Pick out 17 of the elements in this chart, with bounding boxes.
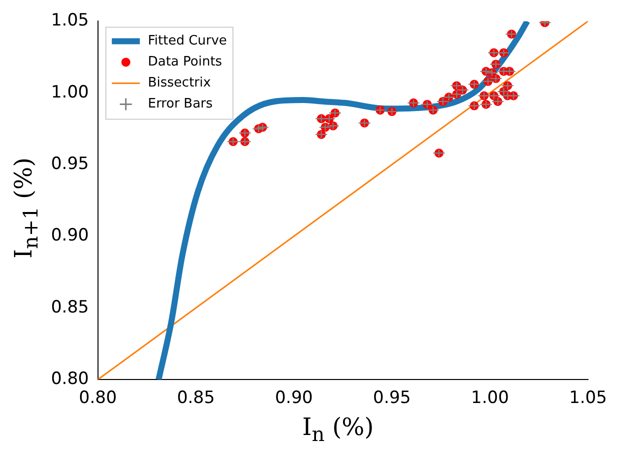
x-tick-label: 1.05: [569, 388, 607, 408]
y-tick-label: 0.80: [50, 369, 89, 390]
x-tick-label: 0.85: [176, 388, 215, 408]
x-axis-title: I$_{n}$ (%): [302, 413, 374, 446]
x-tick-label: 0.90: [274, 388, 313, 408]
y-tick-label: 0.95: [50, 154, 89, 174]
y-tick-label: 0.90: [50, 226, 89, 246]
legend-label: Fitted Curve: [148, 34, 227, 49]
x-tick-label: 0.95: [373, 388, 411, 408]
legend-label: Error Bars: [148, 96, 213, 112]
y-tick-label: 1.00: [50, 82, 89, 102]
y-tick-label: 0.85: [50, 297, 89, 318]
y-tick-label: 1.05: [50, 10, 89, 31]
x-tick-label: 1.00: [471, 388, 509, 408]
x-tick-label: 0.80: [78, 388, 117, 408]
legend-label: Bissectrix: [148, 76, 212, 91]
legend-label: Data Points: [148, 54, 222, 70]
